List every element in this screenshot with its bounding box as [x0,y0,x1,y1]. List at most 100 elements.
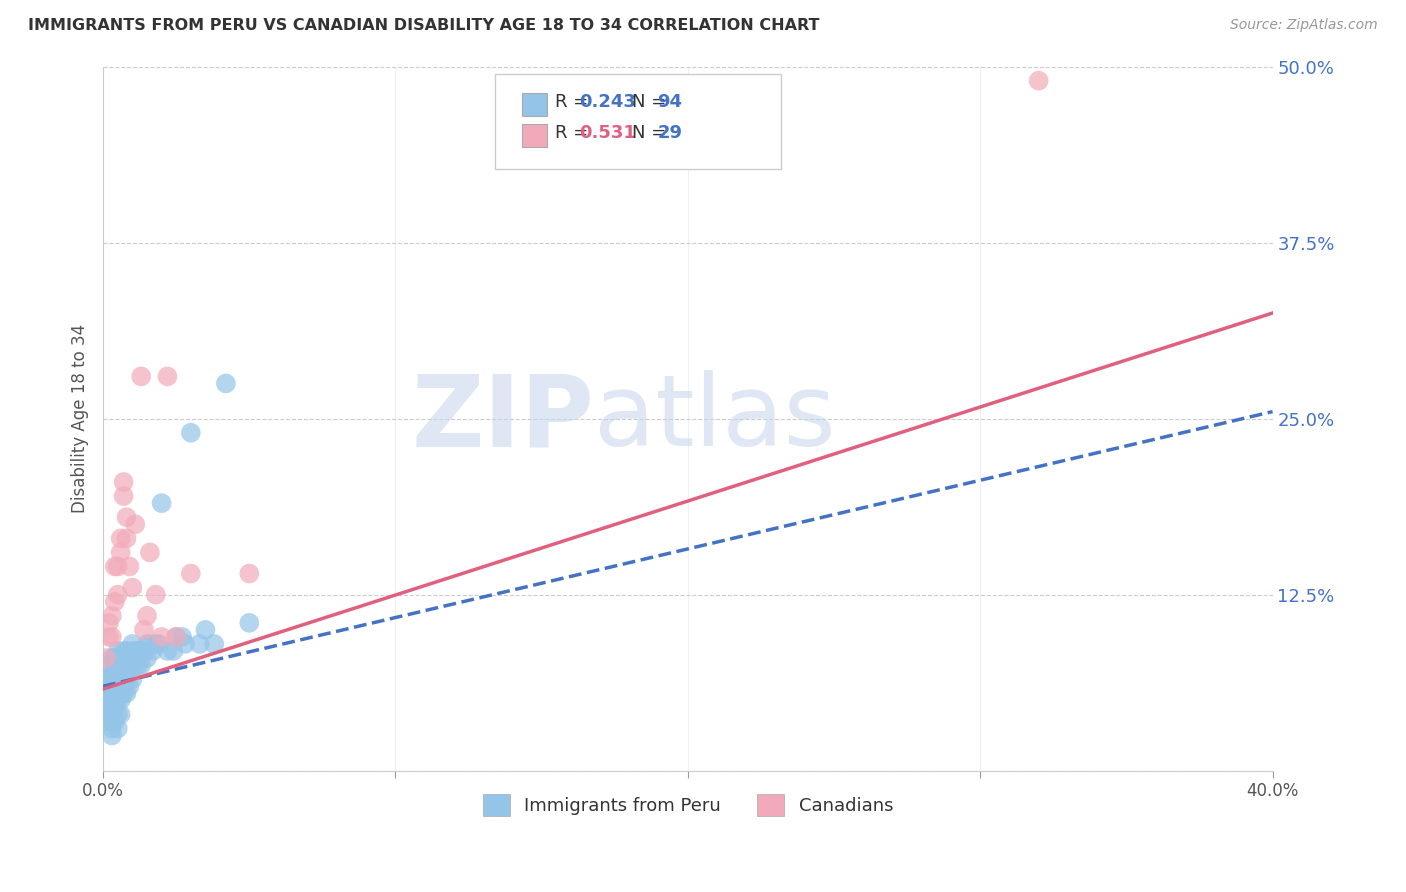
Point [101,630,124,644]
Point [101,722,124,736]
Point [101,714,124,729]
Point [107,588,129,602]
Point [115,510,138,524]
Point [156,644,179,658]
Point [174,637,197,651]
Point [112,658,135,673]
Point [121,644,143,658]
Point [148,637,170,651]
Legend: Immigrants from Peru, Canadians: Immigrants from Peru, Canadians [474,785,903,825]
Point [94,707,117,722]
Point [110,658,132,673]
Point [110,679,132,693]
Text: atlas: atlas [595,370,837,467]
Point [142,644,165,658]
Point [107,693,129,707]
Point [110,651,132,665]
Point [139,637,162,651]
Point [110,665,132,679]
Point [110,686,132,700]
Point [107,679,129,693]
Point [98,615,121,630]
Point [104,595,127,609]
Point [238,615,260,630]
Point [94,679,117,693]
Point [180,566,202,581]
Point [112,489,135,503]
Point [101,707,124,722]
Point [115,672,138,686]
Point [101,700,124,714]
Text: 0.531: 0.531 [579,124,636,142]
Point [104,693,127,707]
Point [98,693,121,707]
Point [124,658,146,673]
Point [104,672,127,686]
Point [136,608,159,623]
Point [107,559,129,574]
Point [107,644,129,658]
Point [101,608,124,623]
Point [110,545,132,559]
Point [127,644,149,658]
Point [170,630,193,644]
Point [98,700,121,714]
Point [115,686,138,700]
Point [112,475,135,489]
Point [115,651,138,665]
Point [202,637,225,651]
Point [110,693,132,707]
Text: 0.243: 0.243 [579,93,636,111]
Point [94,686,117,700]
Point [98,707,121,722]
Point [104,714,127,729]
Point [104,658,127,673]
Point [94,700,117,714]
Text: N =: N = [631,93,672,111]
Point [110,532,132,546]
Point [98,679,121,693]
Text: R =: R = [554,124,593,142]
Point [98,686,121,700]
Point [115,644,138,658]
Point [104,686,127,700]
Point [150,496,173,510]
Point [165,630,187,644]
Text: IMMIGRANTS FROM PERU VS CANADIAN DISABILITY AGE 18 TO 34 CORRELATION CHART: IMMIGRANTS FROM PERU VS CANADIAN DISABIL… [28,18,820,33]
Point [194,623,217,637]
Point [121,581,143,595]
FancyBboxPatch shape [522,94,547,116]
Point [145,637,167,651]
Point [104,559,127,574]
Point [110,672,132,686]
Text: Source: ZipAtlas.com: Source: ZipAtlas.com [1230,18,1378,32]
Point [112,644,135,658]
Point [101,679,124,693]
Point [215,376,238,391]
Point [238,566,260,581]
Point [188,637,211,651]
Point [115,532,138,546]
Point [104,651,127,665]
Point [112,686,135,700]
Point [145,588,167,602]
FancyBboxPatch shape [522,124,547,147]
Point [118,665,141,679]
Text: 94: 94 [658,93,682,111]
Point [132,644,155,658]
Point [162,644,184,658]
Point [165,630,187,644]
Point [118,651,141,665]
Point [115,658,138,673]
Point [115,665,138,679]
Point [121,637,143,651]
Text: ZIP: ZIP [412,370,595,467]
Text: 29: 29 [658,124,682,142]
Point [104,665,127,679]
Point [136,651,159,665]
Point [121,658,143,673]
Point [180,425,202,440]
Point [1028,73,1050,87]
Point [98,714,121,729]
FancyBboxPatch shape [495,74,782,169]
